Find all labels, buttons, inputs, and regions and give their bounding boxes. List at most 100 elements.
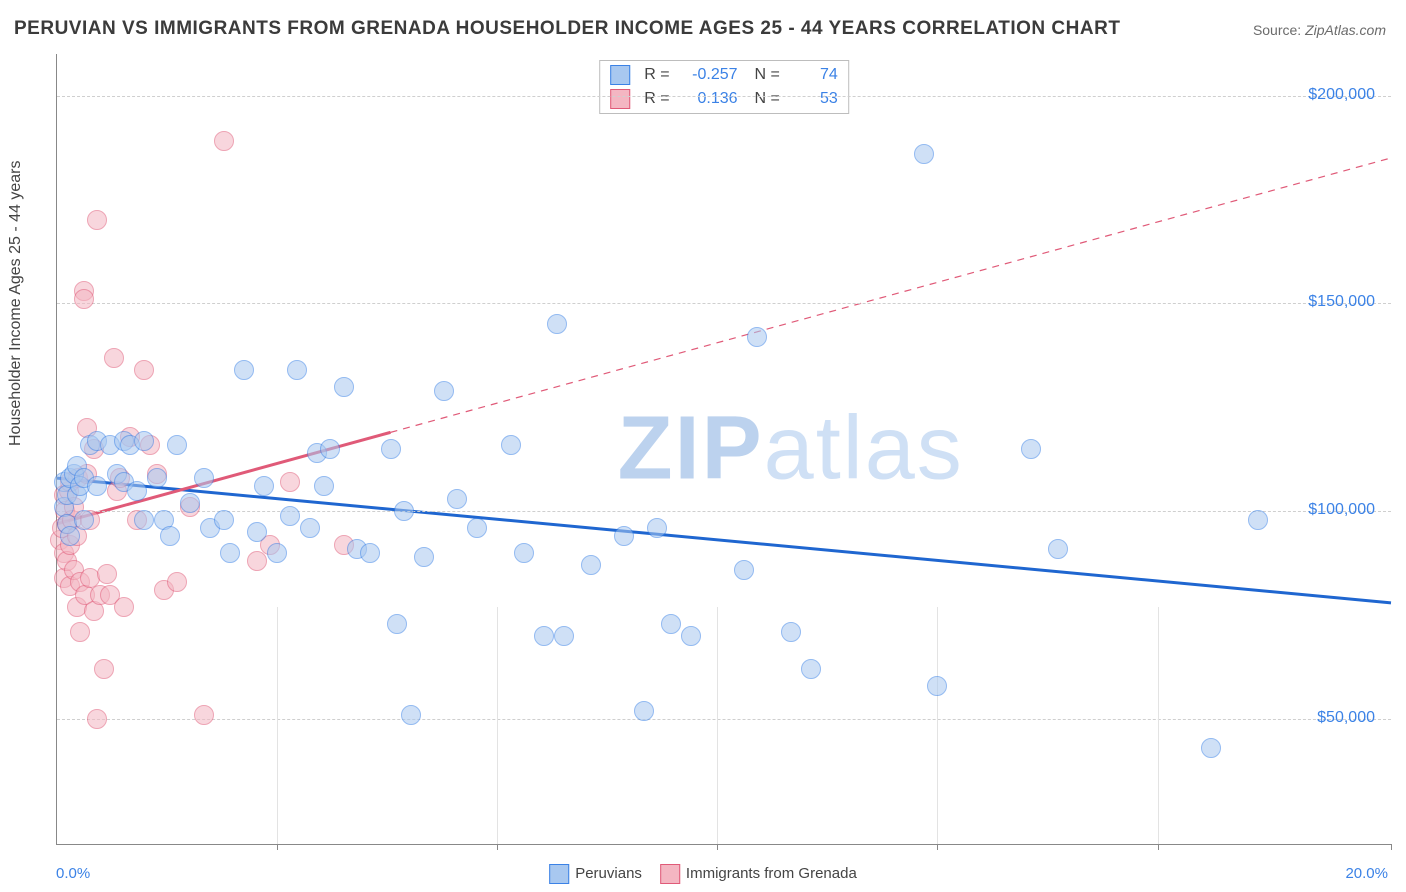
x-tick xyxy=(717,844,718,850)
trend-line-dashed xyxy=(391,158,1392,432)
data-point xyxy=(467,518,487,538)
chart-title: PERUVIAN VS IMMIGRANTS FROM GRENADA HOUS… xyxy=(14,18,1120,40)
data-point xyxy=(194,468,214,488)
data-point xyxy=(87,476,107,496)
data-point xyxy=(180,493,200,513)
x-tick xyxy=(1391,844,1392,850)
corr-row: R = 0.136 N = 53 xyxy=(606,87,842,111)
data-point xyxy=(927,676,947,696)
data-point xyxy=(134,431,154,451)
n-value: 53 xyxy=(788,90,838,108)
x-tick xyxy=(1158,844,1159,850)
legend-item: Peruvians xyxy=(549,864,642,884)
data-point xyxy=(254,476,274,496)
data-point xyxy=(681,626,701,646)
data-point xyxy=(394,501,414,521)
x-min-label: 0.0% xyxy=(56,865,90,882)
data-point xyxy=(434,381,454,401)
data-point xyxy=(194,705,214,725)
data-point xyxy=(1021,439,1041,459)
trend-lines xyxy=(57,54,1391,844)
gridline-h xyxy=(57,511,1391,512)
n-value: 74 xyxy=(788,66,838,84)
corr-row: R = -0.257 N = 74 xyxy=(606,63,842,87)
gridline-h xyxy=(57,303,1391,304)
data-point xyxy=(94,659,114,679)
x-max-label: 20.0% xyxy=(1345,865,1388,882)
data-point xyxy=(60,526,80,546)
data-point xyxy=(387,614,407,634)
legend-label: Immigrants from Grenada xyxy=(686,865,857,882)
data-point xyxy=(280,472,300,492)
r-value: 0.136 xyxy=(678,90,738,108)
data-point xyxy=(547,314,567,334)
r-value: -0.257 xyxy=(678,66,738,84)
data-point xyxy=(334,377,354,397)
legend-swatch xyxy=(549,864,569,884)
data-point xyxy=(97,564,117,584)
data-point xyxy=(104,348,124,368)
r-label: R = xyxy=(644,90,669,108)
r-label: R = xyxy=(644,66,669,84)
data-point xyxy=(134,510,154,530)
data-point xyxy=(214,510,234,530)
gridline-v xyxy=(277,607,278,844)
correlation-legend: R = -0.257 N = 74 R = 0.136 N = 53 xyxy=(599,60,849,114)
data-point xyxy=(634,701,654,721)
data-point xyxy=(147,468,167,488)
data-point xyxy=(314,476,334,496)
data-point xyxy=(300,518,320,538)
data-point xyxy=(514,543,534,563)
data-point xyxy=(167,572,187,592)
data-point xyxy=(280,506,300,526)
data-point xyxy=(1201,738,1221,758)
data-point xyxy=(134,360,154,380)
data-point xyxy=(414,547,434,567)
y-tick-label: $150,000 xyxy=(1308,293,1375,311)
data-point xyxy=(914,144,934,164)
n-label: N = xyxy=(746,90,780,108)
data-point xyxy=(287,360,307,380)
data-point xyxy=(74,289,94,309)
data-point xyxy=(220,543,240,563)
legend-label: Peruvians xyxy=(575,865,642,882)
x-tick xyxy=(277,844,278,850)
data-point xyxy=(320,439,340,459)
data-point xyxy=(647,518,667,538)
data-point xyxy=(234,360,254,380)
data-point xyxy=(614,526,634,546)
data-point xyxy=(87,709,107,729)
data-point xyxy=(1248,510,1268,530)
data-point xyxy=(534,626,554,646)
data-point xyxy=(360,543,380,563)
data-point xyxy=(160,526,180,546)
gridline-h xyxy=(57,96,1391,97)
data-point xyxy=(167,435,187,455)
data-point xyxy=(554,626,574,646)
data-point xyxy=(747,327,767,347)
data-point xyxy=(267,543,287,563)
source-label: Source: xyxy=(1253,22,1301,38)
data-point xyxy=(801,659,821,679)
data-point xyxy=(381,439,401,459)
scatter-plot: ZIPatlas R =-0.257 N =74R =0.136 N =53 $… xyxy=(56,54,1391,845)
gridline-v xyxy=(1158,607,1159,844)
x-tick xyxy=(497,844,498,850)
data-point xyxy=(1048,539,1068,559)
y-tick-label: $200,000 xyxy=(1308,86,1375,104)
data-point xyxy=(74,510,94,530)
y-tick-label: $50,000 xyxy=(1317,709,1375,727)
legend-swatch xyxy=(610,65,630,85)
n-label: N = xyxy=(746,66,780,84)
gridline-v xyxy=(937,607,938,844)
legend-swatch xyxy=(660,864,680,884)
data-point xyxy=(87,210,107,230)
data-point xyxy=(247,522,267,542)
gridline-v xyxy=(497,607,498,844)
gridline-h xyxy=(57,719,1391,720)
legend-swatch xyxy=(610,89,630,109)
series-legend: Peruvians Immigrants from Grenada xyxy=(549,864,857,884)
y-tick-label: $100,000 xyxy=(1308,501,1375,519)
data-point xyxy=(781,622,801,642)
data-point xyxy=(247,551,267,571)
